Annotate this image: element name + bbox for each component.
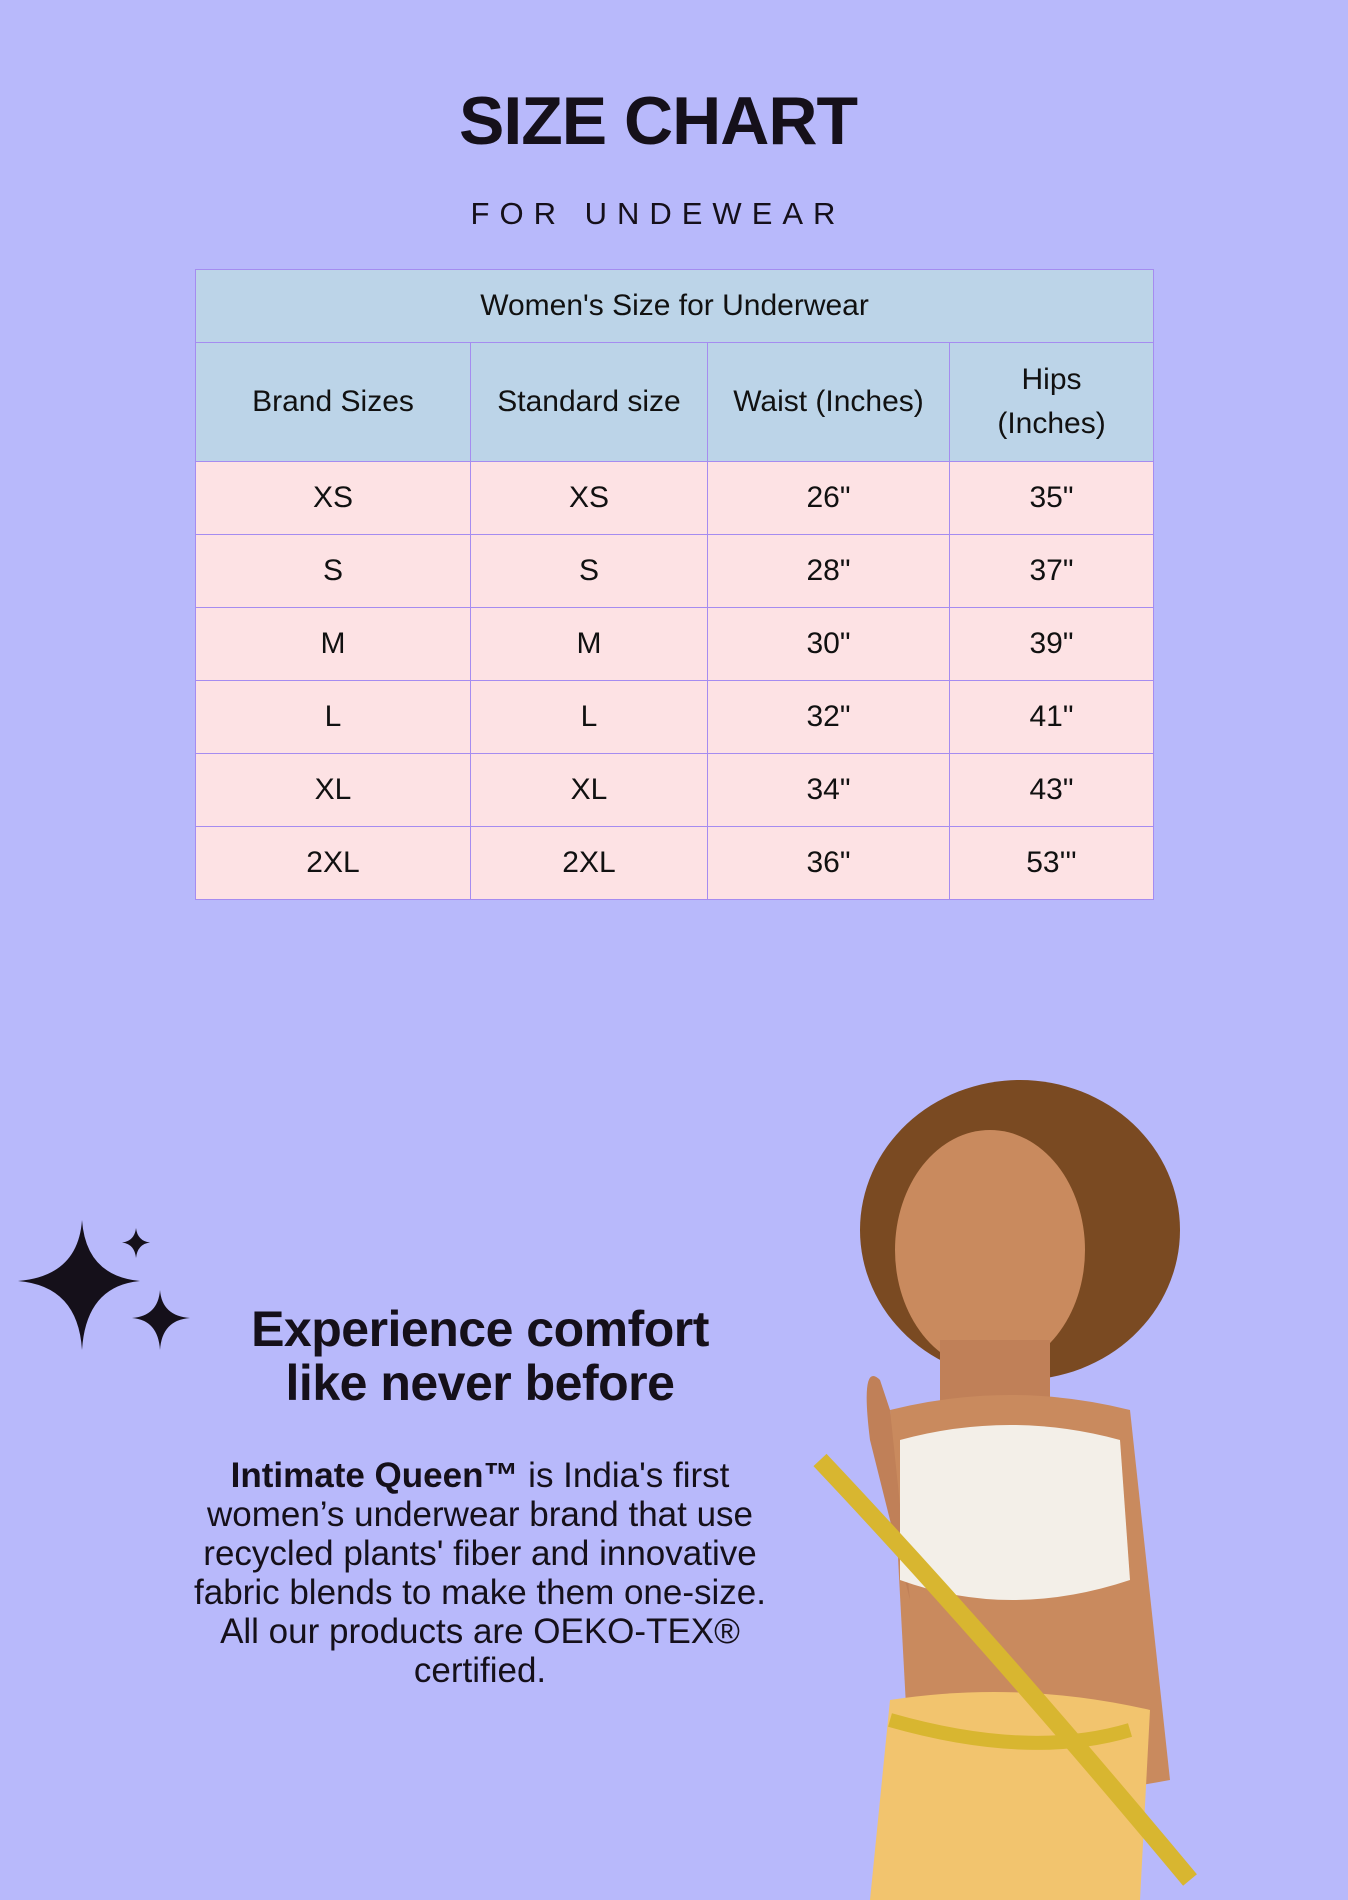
table-cell: 37" (948, 534, 1155, 608)
column-header: Standard size (470, 342, 708, 462)
table-cell: 2XL (470, 826, 708, 900)
table-row: S S 28" 37" (195, 534, 1155, 608)
column-header: Waist (Inches) (707, 342, 950, 462)
table-cell: L (195, 680, 471, 754)
page-subtitle: FOR UNDEWEAR (470, 196, 846, 231)
column-header: Brand Sizes (195, 342, 471, 462)
table-row: XS XS 26" 35" (195, 461, 1155, 535)
table-cell: M (195, 607, 471, 681)
promo-headline: Experience comfort like never before (180, 1302, 780, 1410)
table-cell: 28" (707, 534, 950, 608)
table-cell: 34" (707, 753, 950, 827)
table-cell: XS (195, 461, 471, 535)
table-row: L L 32" 41" (195, 680, 1155, 754)
model-photo (813, 1080, 1197, 1900)
headline-line: Experience comfort (251, 1301, 709, 1357)
promo-paragraph: Intimate Queen™ is India's first women’s… (180, 1456, 780, 1690)
table-cell: XL (470, 753, 708, 827)
table-cell: 36" (707, 826, 950, 900)
table-cell: 32" (707, 680, 950, 754)
table-cell: 39" (948, 607, 1155, 681)
brand-name: Intimate Queen™ (230, 1456, 519, 1495)
table-cell: 2XL (195, 826, 471, 900)
promo-body: is India's first women’s underwear brand… (194, 1456, 766, 1690)
table-caption: Women's Size for Underwear (194, 269, 1155, 343)
table-row: 2XL 2XL 36" 53''' (195, 826, 1155, 900)
table-cell: M (470, 607, 708, 681)
size-chart-table: Women's Size for Underwear Brand Sizes S… (194, 269, 1155, 900)
page-title: SIZE CHART (459, 83, 858, 159)
column-header: Hips (Inches) (948, 342, 1155, 462)
table-cell: XS (470, 461, 708, 535)
table-cell: 26" (707, 461, 950, 535)
table-cell: 53''' (948, 826, 1155, 900)
table-cell: S (470, 534, 708, 608)
table-cell: 30" (707, 607, 950, 681)
headline-line: like never before (285, 1355, 675, 1411)
table-cell: 41" (948, 680, 1155, 754)
table-cell: 43" (948, 753, 1155, 827)
table-cell: 35" (948, 461, 1155, 535)
sparkle-icon (18, 1220, 190, 1350)
table-cell: L (470, 680, 708, 754)
table-cell: XL (195, 753, 471, 827)
table-cell: S (195, 534, 471, 608)
table-row: M M 30" 39" (195, 607, 1155, 681)
table-row: XL XL 34" 43" (195, 753, 1155, 827)
